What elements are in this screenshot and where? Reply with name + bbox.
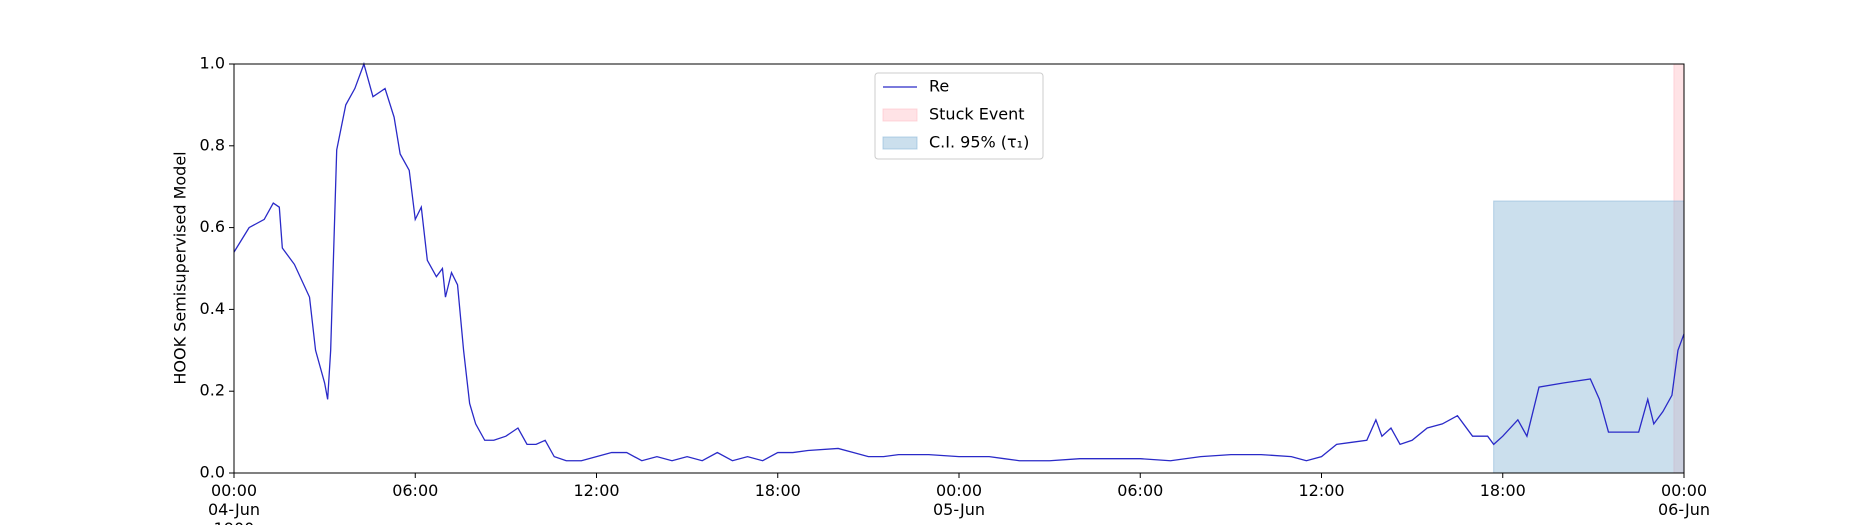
- x-tick-label: 12:00: [573, 481, 620, 500]
- x-tick-label: 12:00: [1298, 481, 1345, 500]
- legend-swatch: [882, 136, 918, 150]
- y-tick-label: 0.2: [200, 381, 225, 400]
- legend: Re Stuck Event C.I. 95% (τ₁): [874, 72, 1044, 160]
- y-tick-label: 0.4: [200, 299, 225, 318]
- x-tick-label: 06:00: [392, 481, 439, 500]
- x-tick-label: 18:00: [1479, 481, 1526, 500]
- legend-swatch: [882, 108, 918, 122]
- span: [1493, 200, 1685, 474]
- x-tick-label: 00:00 05-Jun: [932, 481, 986, 519]
- y-tick-label: 0.6: [200, 217, 225, 236]
- y-axis-label: HOOK Semisupervised Model: [171, 151, 190, 384]
- x-tick-label: 06:00: [1117, 481, 1164, 500]
- x-tick-label: 00:00 04-Jun 1900: [207, 481, 261, 525]
- legend-label: Re: [929, 77, 949, 96]
- x-tick-label: 18:00: [754, 481, 801, 500]
- y-tick-label: 0.8: [200, 135, 225, 154]
- x-tick-label: 00:00 06-Jun: [1657, 481, 1711, 519]
- legend-label: C.I. 95% (τ₁): [929, 133, 1029, 152]
- y-tick-label: 0.0: [200, 463, 225, 482]
- line: [233, 61, 1685, 462]
- y-tick-label: 1.0: [200, 54, 225, 73]
- legend-label: Stuck Event: [929, 105, 1025, 124]
